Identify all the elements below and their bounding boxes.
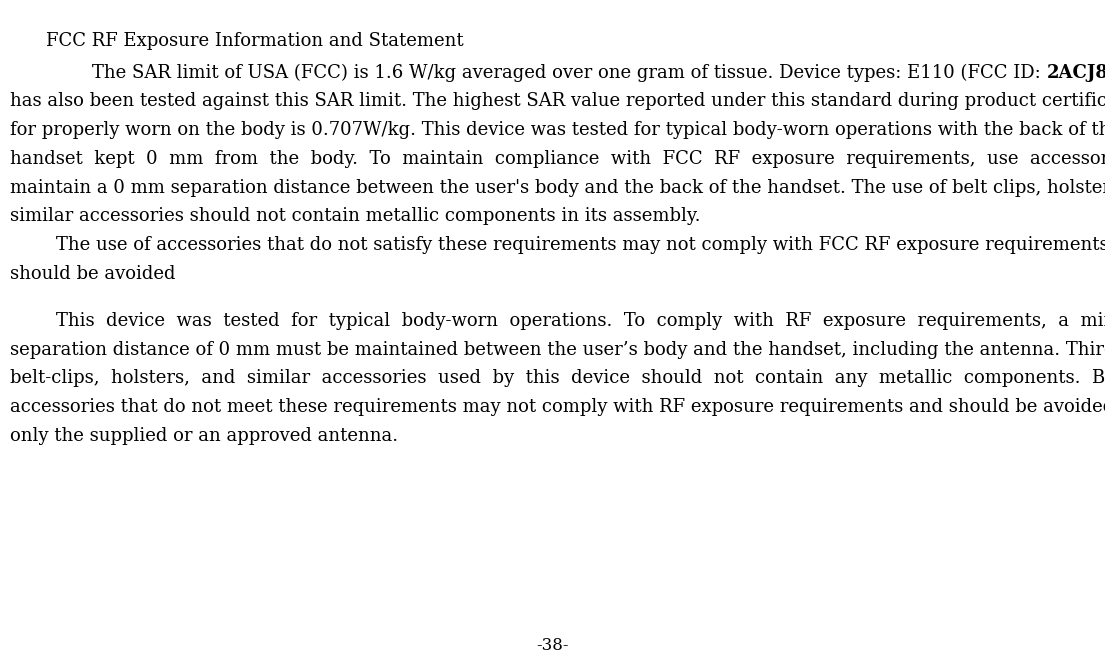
Text: accessories that do not meet these requirements may not comply with RF exposure : accessories that do not meet these requi… — [10, 398, 1105, 416]
Text: for properly worn on the body is 0.707W/kg. This device was tested for typical b: for properly worn on the body is 0.707W/… — [10, 121, 1105, 139]
Text: 2ACJ8E110: 2ACJ8E110 — [1046, 64, 1105, 82]
Text: similar accessories should not contain metallic components in its assembly.: similar accessories should not contain m… — [10, 207, 701, 225]
Text: maintain a 0 mm separation distance between the user's body and the back of the : maintain a 0 mm separation distance betw… — [10, 179, 1105, 197]
Text: separation distance of 0 mm must be maintained between the user’s body and the h: separation distance of 0 mm must be main… — [10, 341, 1105, 359]
Text: belt-clips,  holsters,  and  similar  accessories  used  by  this  device  shoul: belt-clips, holsters, and similar access… — [10, 369, 1105, 387]
Text: This  device  was  tested  for  typical  body-worn  operations.  To  comply  wit: This device was tested for typical body-… — [10, 312, 1105, 330]
Text: The SAR limit of USA (FCC) is 1.6 W/kg averaged over one gram of tissue. Device : The SAR limit of USA (FCC) is 1.6 W/kg a… — [46, 64, 1046, 82]
Text: only the supplied or an approved antenna.: only the supplied or an approved antenna… — [10, 427, 398, 445]
Text: should be avoided: should be avoided — [10, 265, 176, 283]
Text: FCC RF Exposure Information and Statement: FCC RF Exposure Information and Statemen… — [46, 32, 464, 50]
Text: has also been tested against this SAR limit. The highest SAR value reported unde: has also been tested against this SAR li… — [10, 92, 1105, 110]
Text: -38-: -38- — [536, 638, 569, 654]
Text: handset  kept  0  mm  from  the  body.  To  maintain  compliance  with  FCC  RF : handset kept 0 mm from the body. To main… — [10, 150, 1105, 168]
Text: The use of accessories that do not satisfy these requirements may not comply wit: The use of accessories that do not satis… — [10, 236, 1105, 254]
